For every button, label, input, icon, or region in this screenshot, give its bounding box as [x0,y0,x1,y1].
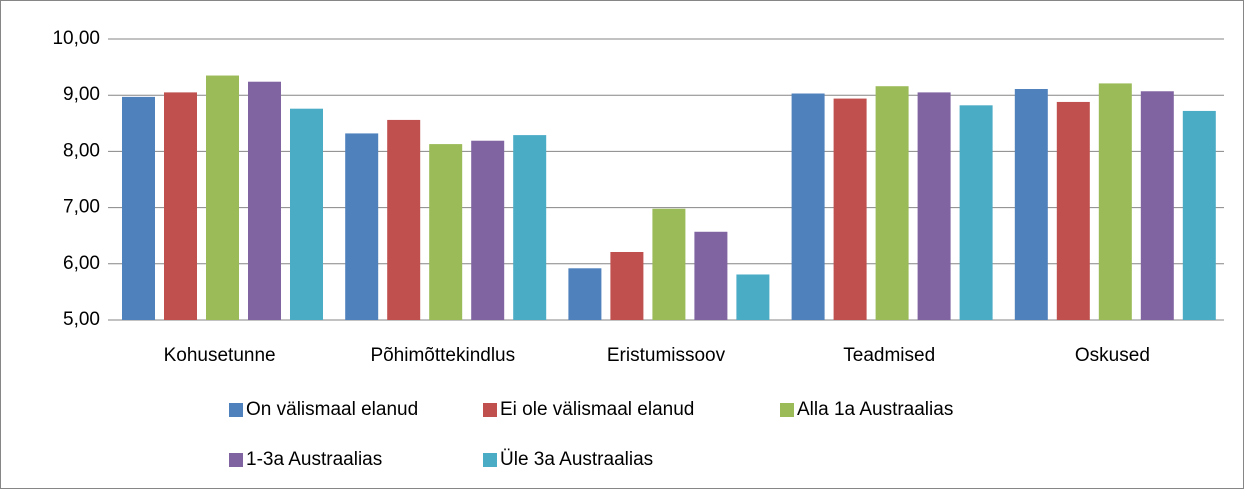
legend-swatch [780,403,794,417]
bar [959,105,993,320]
legend-label: On välismaal elanud [246,399,418,420]
legend-swatch [229,453,243,467]
bar [345,133,379,320]
bar [122,96,155,320]
bar [791,93,825,320]
legend-label: Alla 1a Austraalias [797,399,953,420]
y-tick-label: 8,00 [63,140,100,161]
bar [290,108,323,320]
bar [694,231,728,320]
bar [513,135,547,320]
x-tick-label: Kohusetunne [164,345,276,366]
bar [610,251,644,320]
y-tick-label: 6,00 [63,253,100,274]
bar [1056,101,1090,320]
bar [206,75,239,320]
bar [164,92,197,320]
bar [471,140,505,320]
x-tick-label: Oskused [1075,345,1150,366]
x-tick-label: Põhimõttekindlus [370,345,515,366]
y-tick-label: 10,00 [52,28,100,49]
bar [429,144,463,320]
bar [387,119,421,320]
y-tick-label: 9,00 [63,84,100,105]
bar [1014,89,1048,320]
legend-label: Üle 3a Austraalias [500,449,653,470]
bar [652,208,686,320]
bar [1182,110,1216,320]
bar [1140,91,1174,321]
bar [736,274,770,320]
x-tick-label: Eristumissoov [607,345,726,366]
bar [1098,83,1132,320]
y-tick-label: 7,00 [63,197,100,218]
legend-swatch [483,403,497,417]
legend-label: 1-3a Austraalias [246,449,382,470]
x-tick-label: Teadmised [843,345,935,366]
legend-swatch [229,403,243,417]
legend-swatch [483,453,497,467]
bar [248,81,281,320]
bar [875,86,909,320]
legend-label: Ei ole välismaal elanud [500,399,694,420]
y-tick-label: 5,00 [63,309,100,330]
bar [917,92,951,320]
bar [833,98,867,321]
bar [568,268,602,320]
